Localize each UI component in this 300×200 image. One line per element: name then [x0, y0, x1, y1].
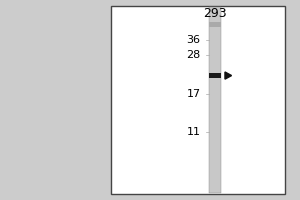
- Polygon shape: [225, 72, 232, 79]
- Bar: [209, 22, 221, 27]
- Text: 17: 17: [187, 89, 201, 99]
- Text: 11: 11: [187, 127, 201, 137]
- Bar: [209, 73, 221, 78]
- Text: 36: 36: [187, 35, 201, 45]
- Bar: [111, 6, 285, 194]
- Bar: [209, 7, 221, 193]
- Text: 293: 293: [204, 7, 227, 20]
- Text: 28: 28: [186, 50, 201, 60]
